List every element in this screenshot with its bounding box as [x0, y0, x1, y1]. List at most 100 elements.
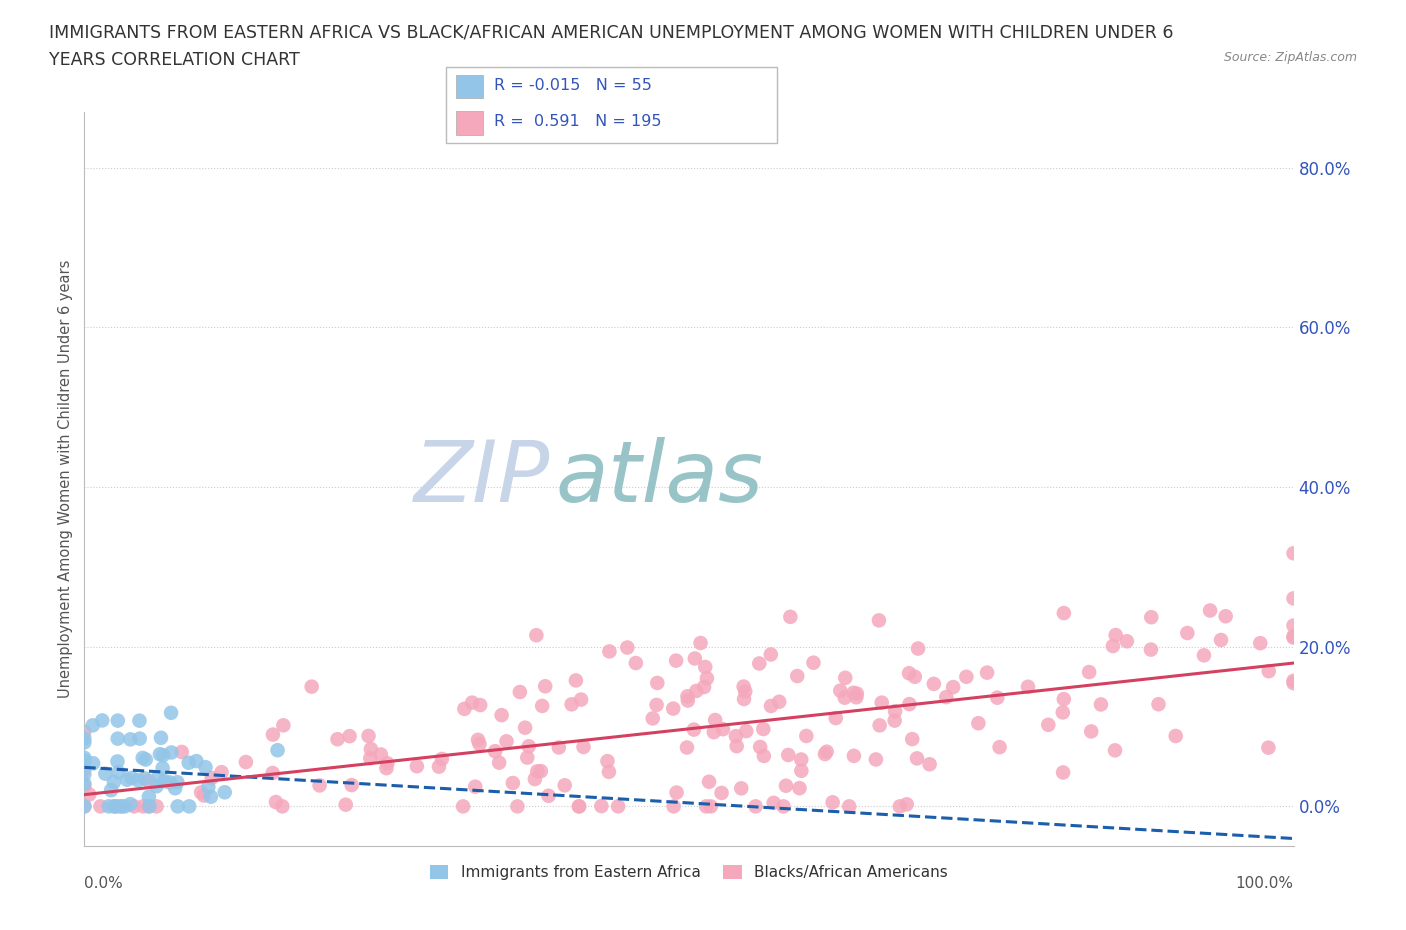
Point	[676, 689, 699, 704]
Point	[1257, 664, 1279, 679]
Point	[1052, 705, 1074, 720]
Point	[132, 799, 155, 814]
Point	[370, 747, 392, 762]
Point	[683, 723, 706, 737]
Point	[120, 732, 142, 747]
Point	[134, 771, 156, 786]
Point	[730, 781, 752, 796]
Point	[821, 795, 844, 810]
Point	[641, 711, 664, 726]
Point	[502, 776, 524, 790]
Point	[534, 679, 557, 694]
Point	[73, 751, 96, 765]
Point	[967, 716, 990, 731]
Point	[301, 679, 323, 694]
Point	[869, 718, 891, 733]
Point	[830, 684, 852, 698]
Point	[491, 708, 513, 723]
Point	[697, 775, 720, 790]
Point	[122, 799, 145, 814]
Point	[516, 751, 538, 765]
Point	[82, 756, 104, 771]
Point	[138, 790, 160, 804]
Point	[262, 765, 284, 780]
Point	[107, 754, 129, 769]
Point	[735, 724, 758, 738]
Point	[339, 729, 361, 744]
Point	[110, 799, 132, 814]
Point	[128, 713, 150, 728]
Point	[132, 751, 155, 765]
Point	[796, 728, 818, 743]
Point	[160, 705, 183, 720]
Point	[484, 744, 506, 759]
Point	[264, 794, 287, 809]
Point	[986, 690, 1008, 705]
Point	[918, 757, 941, 772]
Point	[453, 701, 475, 716]
FancyBboxPatch shape	[457, 74, 484, 99]
Point	[922, 676, 945, 691]
Point	[1164, 728, 1187, 743]
Text: ZIP: ZIP	[413, 437, 550, 521]
Point	[689, 635, 711, 650]
Point	[359, 751, 381, 765]
Point	[1282, 673, 1305, 688]
Point	[759, 647, 782, 662]
Point	[616, 640, 638, 655]
Point	[768, 695, 790, 710]
Point	[467, 733, 489, 748]
Point	[1147, 697, 1170, 711]
Point	[734, 684, 756, 698]
Point	[676, 740, 699, 755]
Point	[105, 799, 128, 814]
Point	[190, 785, 212, 800]
Point	[704, 712, 727, 727]
Point	[107, 731, 129, 746]
Text: R =  0.591   N = 195: R = 0.591 N = 195	[494, 114, 661, 129]
Point	[427, 759, 450, 774]
Point	[744, 799, 766, 814]
Point	[598, 764, 620, 779]
Point	[179, 799, 201, 814]
Point	[103, 799, 125, 814]
Point	[94, 766, 117, 781]
Point	[662, 701, 685, 716]
Point	[725, 738, 748, 753]
Point	[526, 764, 548, 778]
Point	[696, 671, 718, 685]
Point	[883, 713, 905, 728]
Point	[572, 739, 595, 754]
Point	[271, 799, 294, 814]
Point	[1209, 632, 1232, 647]
Point	[1078, 665, 1101, 680]
Point	[128, 731, 150, 746]
Point	[375, 761, 398, 776]
Point	[935, 690, 957, 705]
Point	[778, 748, 800, 763]
Point	[898, 697, 921, 711]
Point	[73, 799, 96, 814]
Point	[790, 764, 813, 778]
Point	[896, 797, 918, 812]
Point	[73, 735, 96, 750]
Point	[955, 670, 977, 684]
Point	[1282, 631, 1305, 645]
Point	[73, 767, 96, 782]
Point	[789, 781, 811, 796]
Point	[762, 795, 785, 810]
Point	[1102, 639, 1125, 654]
Point	[1140, 642, 1163, 657]
Point	[683, 651, 706, 666]
Point	[1052, 765, 1074, 780]
FancyBboxPatch shape	[446, 67, 778, 142]
Point	[942, 680, 965, 695]
Point	[834, 690, 856, 705]
Point	[786, 669, 808, 684]
Point	[120, 797, 142, 812]
Point	[115, 772, 138, 787]
Point	[1282, 591, 1305, 605]
Point	[1105, 628, 1128, 643]
Point	[1282, 629, 1305, 644]
Point	[200, 790, 222, 804]
